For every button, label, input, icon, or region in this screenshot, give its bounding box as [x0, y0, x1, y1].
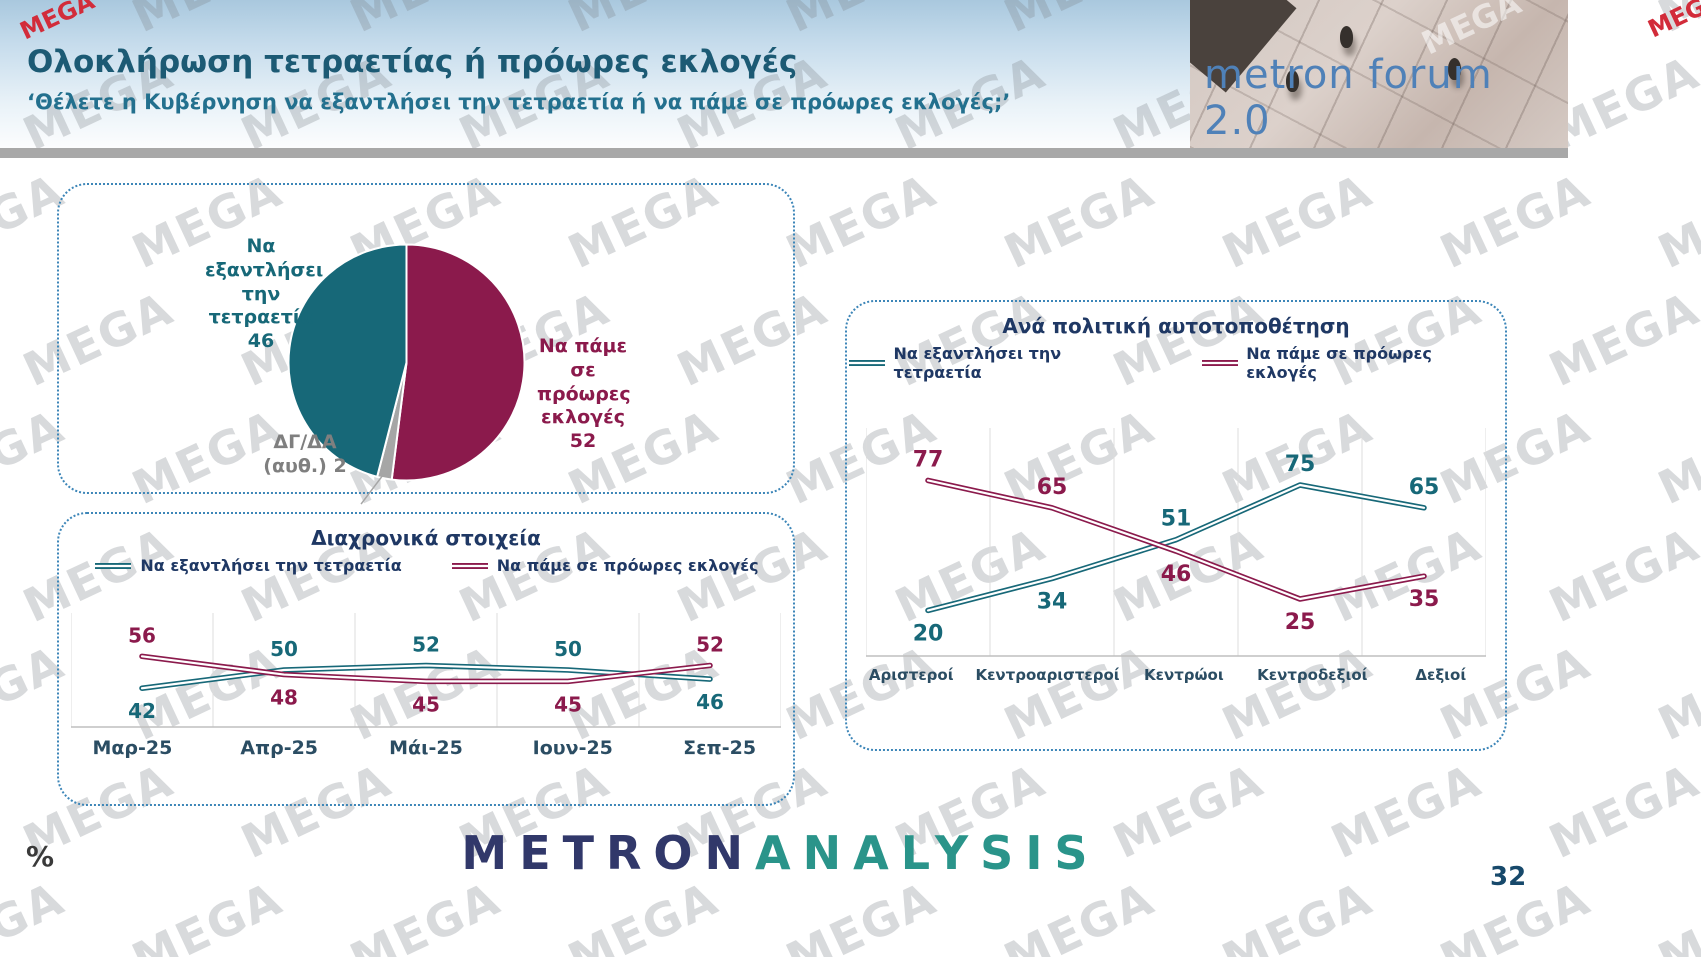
- header-background: [0, 0, 1190, 148]
- legend-label: Να εξαντλήσει την τετραετία: [893, 344, 1062, 382]
- divider-bar: [0, 148, 1568, 158]
- value-label: 77: [913, 447, 944, 472]
- series-line-inner: [926, 479, 1426, 601]
- value-label: 52: [696, 632, 724, 656]
- x-axis-label: Κεντροδεξιοί: [1257, 666, 1368, 684]
- value-label: 20: [913, 621, 944, 646]
- pie-value: 46: [247, 330, 275, 352]
- logo-photo-figure: [1340, 26, 1353, 48]
- value-label: 50: [270, 637, 298, 661]
- x-axis-label: Κεντροαριστεροί: [975, 666, 1120, 684]
- pie-value: 2: [333, 454, 347, 477]
- legend-item: Να πάμε σε πρόωρες εκλογές: [1200, 344, 1505, 382]
- x-axis-label: Μάι-25: [389, 737, 463, 759]
- value-label: 50: [554, 637, 582, 661]
- legend-marker: [1201, 360, 1238, 366]
- value-label: 45: [554, 692, 582, 716]
- pie-slice: [287, 243, 408, 479]
- page-subtitle: ‘Θέλετε η Κυβέρνηση να εξαντλήσει την τε…: [27, 90, 1011, 114]
- value-label: 65: [1037, 475, 1068, 500]
- value-label: 46: [1161, 562, 1192, 587]
- pie-slice: [390, 243, 526, 482]
- metron-analysis-logo-part1: METRON: [461, 826, 756, 880]
- metron-forum-logo-text: metron forum 2.0: [1204, 52, 1493, 144]
- x-axis-label: Μαρ-25: [92, 737, 173, 759]
- series-line-inner: [140, 655, 712, 683]
- page-number: 32: [1490, 862, 1527, 892]
- legend-marker: [451, 562, 488, 569]
- value-label: 34: [1037, 589, 1068, 614]
- trend-chart-legend: Να εξαντλήσει την τετραετία Να πάμε σε πρ…: [59, 556, 793, 575]
- value-label: 42: [128, 699, 156, 723]
- legend-label: Να πάμε σε πρόωρες εκλογές: [496, 556, 759, 575]
- pie-label-text: Να πάμε σε πρόωρες εκλογές: [537, 335, 631, 429]
- header: Ολοκλήρωση τετραετίας ή πρόωρες εκλογές …: [27, 44, 1010, 114]
- value-label: 52: [412, 632, 440, 656]
- value-label: 56: [128, 623, 156, 647]
- trend-line-chart: 42 50 52 50 46 56 48 45 45 52: [71, 613, 781, 728]
- politics-chart-panel: Ανά πολιτική αυτοτοποθέτηση Να εξαντλήσε…: [845, 300, 1507, 751]
- value-label: 25: [1285, 610, 1316, 635]
- logo-photo-figure: [1448, 58, 1461, 80]
- politics-line-chart: 20 34 51 75 65 77 65 46 25 35: [866, 428, 1486, 657]
- page-title: Ολοκλήρωση τετραετίας ή πρόωρες εκλογές: [27, 44, 798, 80]
- value-label: 45: [412, 692, 440, 716]
- pie-chart-panel: Να εξαντλήσει την τετραετία 46 Να πάμε σ…: [57, 183, 795, 505]
- mega-channel-logo-top-left: MEGA: [15, 0, 99, 46]
- metron-forum-logo: MEGA metron forum 2.0: [1190, 0, 1568, 148]
- legend-marker: [95, 562, 132, 569]
- legend-label: Να εξαντλήσει την τετραετία: [140, 556, 402, 575]
- trend-chart-panel: Διαχρονικά στοιχεία Να εξαντλήσει την τε…: [57, 512, 795, 806]
- x-axis-label: Αριστεροί: [868, 666, 954, 684]
- value-label: 46: [696, 690, 724, 714]
- metron-analysis-logo: METRONANALYSIS: [0, 826, 1561, 880]
- metron-analysis-logo-part2: ANALYSIS: [755, 826, 1100, 880]
- legend-item: Να εξαντλήσει την τετραετία: [847, 344, 1152, 382]
- legend-marker: [849, 360, 885, 366]
- value-label: 65: [1409, 475, 1440, 500]
- legend-label: Να πάμε σε πρόωρες εκλογές: [1246, 344, 1432, 382]
- pie-label-dgda: ΔΓ/ΔΑ (αυθ.) 2: [249, 431, 361, 479]
- mega-channel-logo-top-right: MEGA: [1643, 0, 1701, 44]
- politics-chart-legend: Να εξαντλήσει την τετραετία Να πάμε σε πρ…: [847, 344, 1505, 382]
- legend-item: Να εξαντλήσει την τετραετία: [93, 556, 402, 575]
- trend-x-axis-labels: Μαρ-25 Απρ-25 Μάι-25 Ιουν-25 Σεπ-25: [59, 737, 793, 759]
- politics-x-axis-labels: Αριστεροί Κεντροαριστεροί Κεντρώοι Κεντροδε…: [847, 666, 1505, 684]
- pie-label-proores: Να πάμε σε πρόωρες εκλογές 52: [537, 335, 631, 454]
- x-axis-label: Δεξιοί: [1415, 666, 1467, 684]
- series-line-inner: [926, 483, 1426, 612]
- value-label: 48: [270, 686, 298, 710]
- value-label: 51: [1161, 507, 1192, 532]
- x-axis-label: Ιουν-25: [532, 737, 613, 759]
- series-line-inner: [140, 664, 712, 690]
- pie-label-exantlisei: Να εξαντλήσει την τετραετία 46: [205, 235, 323, 354]
- value-label: 35: [1409, 587, 1440, 612]
- pie-label-text: Να εξαντλήσει την τετραετία: [205, 235, 324, 329]
- value-label: 75: [1285, 452, 1316, 477]
- percent-label: %: [26, 840, 55, 873]
- politics-chart-title: Ανά πολιτική αυτοτοποθέτηση: [1002, 314, 1350, 338]
- legend-item: Να πάμε σε πρόωρες εκλογές: [450, 556, 759, 575]
- x-axis-label: Κεντρώοι: [1144, 666, 1224, 684]
- pie-value: 52: [569, 430, 597, 452]
- x-axis-label: Απρ-25: [240, 737, 319, 759]
- pie-leader-line: [360, 471, 387, 505]
- x-axis-label: Σεπ-25: [683, 737, 757, 759]
- logo-photo-figure: [1286, 70, 1299, 92]
- trend-chart-title: Διαχρονικά στοιχεία: [311, 526, 541, 550]
- pie-chart: [287, 243, 526, 505]
- pie-label-text: ΔΓ/ΔΑ (αυθ.): [263, 431, 337, 477]
